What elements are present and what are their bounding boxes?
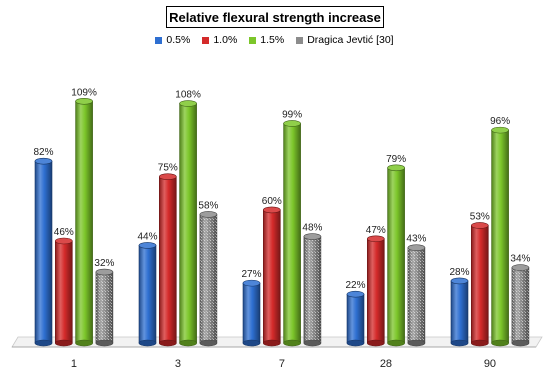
- x-tick-label: 7: [279, 358, 285, 370]
- data-label: 48%: [302, 223, 322, 234]
- x-tick-label: 3: [175, 358, 181, 370]
- x-tick-label: 90: [484, 358, 496, 370]
- legend-label: 1.0%: [213, 34, 238, 46]
- bar: [470, 222, 489, 347]
- data-label: 32%: [94, 258, 114, 269]
- data-label: 44%: [137, 231, 157, 242]
- data-label: 53%: [470, 211, 490, 222]
- legend-item-3: Dragica Jevtić [30]: [296, 34, 394, 46]
- data-label: 108%: [175, 90, 201, 101]
- x-tick-label: 28: [380, 358, 392, 370]
- data-label: 79%: [386, 154, 406, 165]
- bar: [366, 235, 385, 347]
- data-label: 47%: [366, 225, 386, 236]
- legend-item-0: 0.5%: [155, 34, 190, 46]
- legend: 0.5% 1.0% 1.5% Dragica Jevtić [30]: [0, 34, 549, 46]
- legend-swatch: [249, 36, 257, 44]
- bar: [179, 100, 197, 347]
- chart-title: Relative flexural strength increase: [166, 6, 384, 28]
- bar: [346, 290, 365, 347]
- data-label: 22%: [345, 280, 365, 291]
- bar: [75, 98, 93, 347]
- x-tick-label: 1: [71, 358, 77, 370]
- legend-label: 0.5%: [166, 34, 191, 46]
- bar: [511, 264, 530, 347]
- bar: [387, 164, 405, 347]
- legend-label: Dragica Jevtić [30]: [307, 34, 394, 46]
- data-label: 99%: [282, 109, 302, 120]
- data-label: 96%: [490, 116, 510, 127]
- bar: [407, 244, 426, 347]
- data-label: 28%: [449, 267, 469, 278]
- legend-swatch: [155, 36, 163, 44]
- bar: [242, 279, 261, 347]
- data-label: 27%: [241, 269, 261, 280]
- legend-swatch: [296, 36, 304, 44]
- bar: [450, 277, 469, 347]
- bar: [283, 120, 301, 347]
- data-label: 58%: [198, 200, 218, 211]
- legend-item-2: 1.5%: [249, 34, 284, 46]
- bar: [95, 268, 114, 347]
- bar: [491, 126, 509, 347]
- data-label: 60%: [262, 196, 282, 207]
- bar: [303, 233, 322, 347]
- bar: [199, 211, 218, 347]
- bar: [159, 173, 177, 347]
- data-label: 43%: [406, 234, 426, 245]
- bar: [54, 237, 73, 347]
- data-label: 82%: [33, 147, 53, 158]
- bar: [34, 157, 53, 347]
- data-label: 46%: [54, 227, 74, 238]
- legend-label: 1.5%: [260, 34, 285, 46]
- data-label: 109%: [71, 87, 97, 98]
- bar: [262, 206, 281, 347]
- data-label: 34%: [510, 254, 530, 265]
- data-label: 75%: [158, 163, 178, 174]
- bar: [138, 242, 157, 347]
- legend-swatch: [202, 36, 210, 44]
- legend-item-1: 1.0%: [202, 34, 237, 46]
